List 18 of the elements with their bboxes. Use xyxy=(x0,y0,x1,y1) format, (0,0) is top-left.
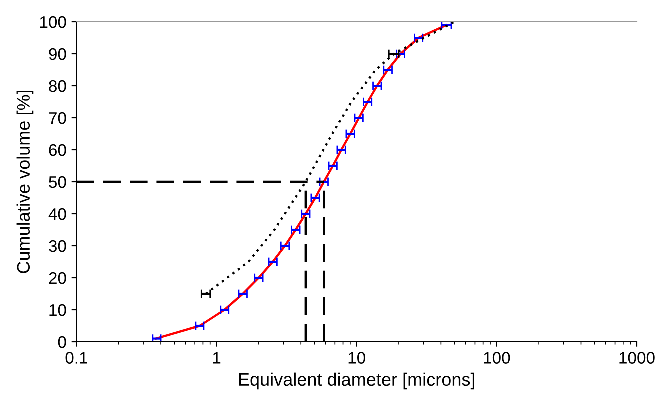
y-tick-label: 70 xyxy=(49,112,66,124)
x-tick-label: 1 xyxy=(213,352,221,364)
y-tick-label: 60 xyxy=(49,144,66,156)
y-tick-label: 90 xyxy=(49,48,66,60)
x-tick-label: 1000 xyxy=(620,352,655,364)
x-tick-label: 0.1 xyxy=(66,352,88,364)
y-tick-label: 40 xyxy=(48,208,66,220)
y-tick-label: 30 xyxy=(49,240,66,252)
y-tick-label: 0 xyxy=(58,336,66,348)
y-axis-title: Cumulative volume [%] xyxy=(16,90,34,274)
y-tick-label: 80 xyxy=(49,80,66,92)
y-tick-label: 100 xyxy=(40,16,66,28)
y-tick-label: 10 xyxy=(50,304,66,316)
x-tick-label: 10 xyxy=(348,352,366,364)
x-axis-title: Equivalent diameter [microns] xyxy=(239,372,474,390)
y-tick-label: 50 xyxy=(49,176,66,188)
x-tick-label: 100 xyxy=(484,352,510,364)
y-tick-label: 20 xyxy=(49,272,66,284)
